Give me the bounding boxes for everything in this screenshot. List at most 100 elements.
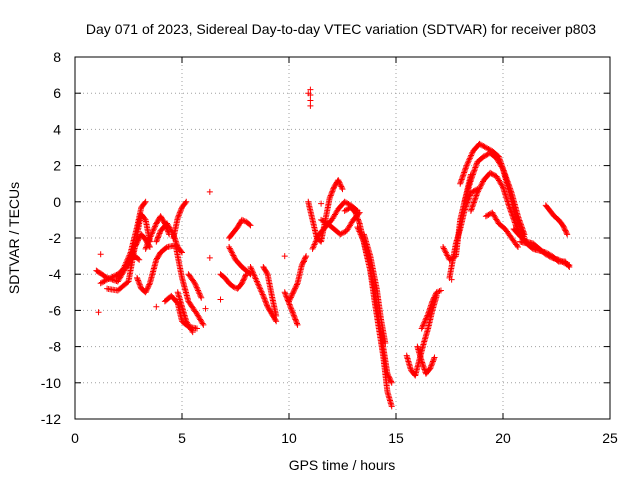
data-point <box>290 312 297 319</box>
data-point <box>344 206 351 213</box>
data-point <box>154 235 161 242</box>
data-point <box>468 151 475 158</box>
data-point <box>183 198 190 205</box>
data-point <box>429 297 436 304</box>
data-point <box>98 279 105 286</box>
data-point <box>109 273 116 280</box>
data-point <box>194 286 201 293</box>
data-point <box>97 280 104 287</box>
data-point <box>108 274 115 281</box>
data-point <box>432 291 439 298</box>
data-point <box>292 284 299 291</box>
data-point <box>289 291 296 298</box>
data-point <box>146 281 153 288</box>
data-point <box>144 285 151 292</box>
data-point <box>329 187 336 194</box>
data-point <box>565 262 572 269</box>
data-point <box>431 293 438 300</box>
data-point <box>484 145 491 152</box>
data-point <box>418 325 425 332</box>
data-point <box>123 259 130 266</box>
data-point <box>287 294 294 301</box>
data-point <box>228 249 235 256</box>
data-point <box>281 253 288 260</box>
data-point <box>499 182 506 189</box>
data-point <box>136 256 143 263</box>
data-point <box>430 355 437 362</box>
data-point <box>300 259 307 266</box>
data-point <box>302 254 309 261</box>
data-point <box>292 317 299 324</box>
data-point <box>226 245 233 252</box>
data-point <box>561 226 568 233</box>
data-point <box>227 246 234 253</box>
data-point <box>240 217 247 224</box>
data-point <box>293 282 300 289</box>
data-point <box>154 234 161 241</box>
data-point <box>135 255 142 262</box>
data-point <box>141 215 148 222</box>
data-point <box>420 321 427 328</box>
y-tick-label: 2 <box>53 158 61 174</box>
data-point <box>290 311 297 318</box>
data-point <box>150 226 157 233</box>
data-point <box>484 212 491 219</box>
data-point <box>239 278 246 285</box>
data-point <box>273 318 280 325</box>
data-point <box>261 296 268 303</box>
data-point <box>301 255 308 262</box>
data-point <box>259 290 266 297</box>
data-point <box>499 164 506 171</box>
data-point <box>247 222 254 229</box>
data-point <box>199 320 206 327</box>
data-point <box>287 302 294 309</box>
data-point <box>464 161 471 168</box>
data-point <box>356 219 363 226</box>
data-point <box>135 278 142 285</box>
data-point <box>153 237 160 244</box>
data-point <box>342 207 349 214</box>
data-point <box>480 143 487 150</box>
data-point <box>477 141 484 148</box>
chart-title: Day 071 of 2023, Sidereal Day-to-day VTE… <box>86 21 596 37</box>
data-point <box>289 309 296 316</box>
data-point <box>303 253 310 260</box>
data-point <box>288 293 295 300</box>
data-point <box>175 213 182 220</box>
data-point <box>195 288 202 295</box>
data-point <box>485 211 492 218</box>
data-point <box>240 277 247 284</box>
data-point <box>430 295 437 302</box>
data-point <box>321 219 328 226</box>
y-tick-label: 6 <box>53 85 61 101</box>
data-point <box>478 181 485 188</box>
x-tick-label: 20 <box>495 430 511 446</box>
data-point <box>177 206 184 213</box>
data-point <box>176 209 183 216</box>
data-point <box>319 217 326 224</box>
data-point <box>106 275 113 282</box>
data-point <box>441 246 448 253</box>
data-point <box>328 191 335 198</box>
data-point <box>260 294 267 301</box>
data-point <box>206 254 213 261</box>
data-point <box>247 263 254 270</box>
data-point <box>289 290 296 297</box>
data-point <box>191 280 198 287</box>
data-point <box>482 152 489 159</box>
data-point <box>566 263 573 270</box>
data-point <box>437 287 444 294</box>
data-point <box>293 319 300 326</box>
data-point <box>466 156 473 163</box>
data-point <box>142 289 149 296</box>
data-point <box>156 230 163 237</box>
data-point <box>562 228 569 235</box>
data-point <box>122 261 129 268</box>
data-point <box>231 253 238 260</box>
data-point <box>428 362 435 369</box>
y-tick-label: 8 <box>53 49 61 65</box>
data-point <box>305 90 312 97</box>
data-point <box>489 171 496 178</box>
data-point <box>476 140 483 147</box>
data-point <box>241 275 248 282</box>
